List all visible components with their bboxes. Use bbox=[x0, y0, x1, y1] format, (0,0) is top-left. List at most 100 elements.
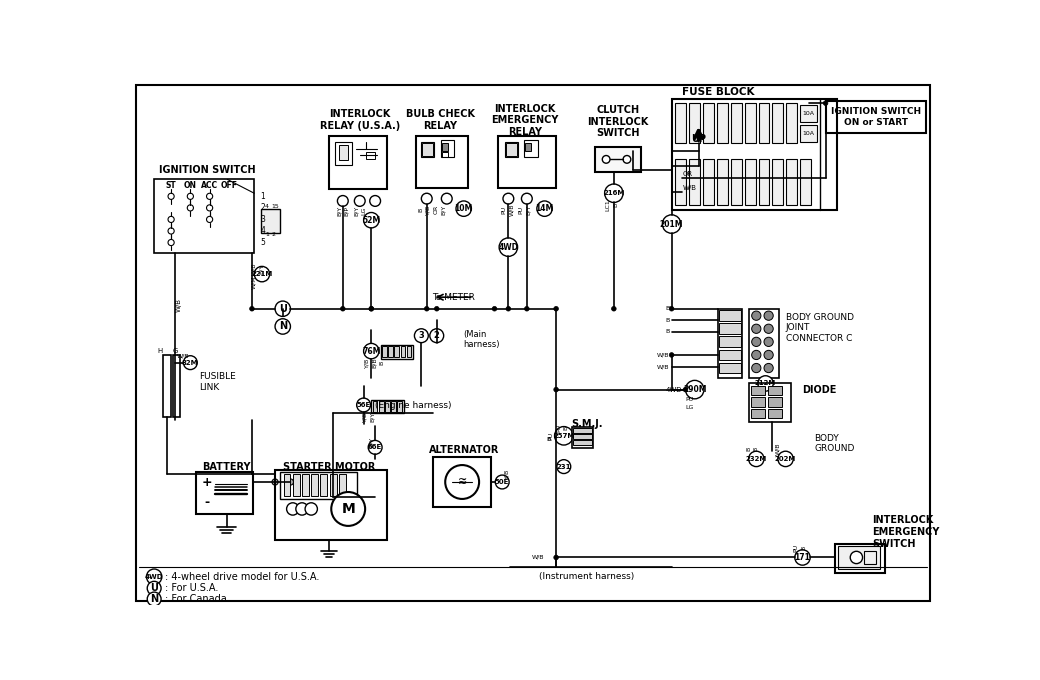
Text: B/B: B/B bbox=[372, 357, 376, 368]
Bar bbox=[572, 426, 593, 448]
Bar bbox=[173, 355, 180, 417]
Bar bbox=[675, 158, 686, 205]
Bar bbox=[749, 384, 791, 422]
Text: 10A: 10A bbox=[803, 131, 814, 136]
Text: (Instrument harness): (Instrument harness) bbox=[540, 572, 634, 581]
Text: B/Y: B/Y bbox=[337, 206, 341, 216]
Text: BATTERY: BATTERY bbox=[203, 462, 251, 472]
Circle shape bbox=[369, 307, 373, 311]
Text: W/M: W/M bbox=[251, 275, 256, 288]
Circle shape bbox=[851, 551, 862, 564]
Circle shape bbox=[183, 356, 198, 370]
Circle shape bbox=[553, 307, 558, 311]
Text: B: B bbox=[754, 447, 759, 451]
Circle shape bbox=[752, 324, 761, 333]
Bar bbox=[400, 347, 406, 357]
Bar bbox=[703, 103, 713, 143]
Bar bbox=[381, 345, 413, 359]
Text: W/B: W/B bbox=[682, 185, 697, 191]
Bar bbox=[573, 428, 592, 432]
Text: 2: 2 bbox=[260, 203, 265, 212]
Text: : For Canada: : For Canada bbox=[165, 594, 227, 604]
Text: BODY
GROUND: BODY GROUND bbox=[814, 434, 855, 453]
Bar bbox=[293, 475, 300, 496]
Bar bbox=[302, 475, 309, 496]
Bar bbox=[751, 397, 764, 407]
Circle shape bbox=[207, 205, 213, 211]
Circle shape bbox=[250, 307, 254, 311]
Text: INTERLOCK
RELAY (U.S.A.): INTERLOCK RELAY (U.S.A.) bbox=[319, 109, 399, 131]
Circle shape bbox=[553, 555, 558, 560]
Text: 10M: 10M bbox=[454, 204, 473, 213]
Circle shape bbox=[369, 307, 373, 311]
Circle shape bbox=[168, 216, 174, 222]
Circle shape bbox=[187, 205, 193, 211]
Circle shape bbox=[275, 319, 290, 334]
Circle shape bbox=[168, 193, 174, 199]
Circle shape bbox=[758, 376, 774, 391]
Text: 2: 2 bbox=[271, 233, 276, 237]
Bar bbox=[416, 135, 468, 188]
Bar bbox=[720, 337, 740, 347]
Circle shape bbox=[554, 426, 573, 445]
Bar bbox=[420, 141, 435, 157]
Text: B/Y: B/Y bbox=[370, 411, 375, 422]
Text: INTERLOCK
EMERGENCY
SWITCH: INTERLOCK EMERGENCY SWITCH bbox=[872, 515, 939, 549]
Bar bbox=[573, 435, 592, 439]
Bar bbox=[382, 347, 387, 357]
Bar bbox=[441, 140, 454, 157]
Text: B: B bbox=[746, 447, 751, 451]
Text: BODY GROUND
JOINT
CONNECTOR C: BODY GROUND JOINT CONNECTOR C bbox=[785, 313, 854, 343]
Circle shape bbox=[332, 492, 365, 526]
Bar bbox=[329, 135, 387, 190]
Text: : 4-wheel drive model for U.S.A.: : 4-wheel drive model for U.S.A. bbox=[165, 572, 319, 581]
Text: W/B: W/B bbox=[657, 352, 670, 358]
Text: LG: LG bbox=[685, 405, 694, 410]
Bar bbox=[720, 310, 740, 321]
Bar bbox=[745, 103, 755, 143]
Text: W/B: W/B bbox=[776, 443, 780, 455]
Bar bbox=[703, 158, 713, 205]
Bar bbox=[442, 143, 448, 151]
Bar bbox=[835, 543, 885, 573]
Circle shape bbox=[254, 267, 269, 282]
Text: 14M: 14M bbox=[536, 204, 553, 213]
Text: U: U bbox=[279, 304, 287, 313]
Bar bbox=[758, 158, 770, 205]
Circle shape bbox=[187, 193, 193, 199]
Text: OR: OR bbox=[682, 171, 693, 177]
Text: 171: 171 bbox=[795, 553, 810, 562]
Text: LC1: LC1 bbox=[605, 199, 610, 211]
Circle shape bbox=[778, 452, 794, 466]
Text: N: N bbox=[150, 594, 158, 604]
Text: 257M: 257M bbox=[553, 432, 574, 439]
Bar bbox=[339, 145, 348, 160]
Bar bbox=[672, 99, 837, 210]
Bar bbox=[758, 103, 770, 143]
Circle shape bbox=[168, 239, 174, 245]
Bar bbox=[504, 141, 518, 157]
Text: B: B bbox=[613, 203, 618, 207]
Text: W/B: W/B bbox=[532, 555, 545, 560]
Bar bbox=[717, 103, 728, 143]
Text: 1: 1 bbox=[265, 233, 269, 237]
Text: ST: ST bbox=[165, 181, 177, 190]
Circle shape bbox=[795, 549, 810, 565]
Bar bbox=[261, 209, 281, 233]
Circle shape bbox=[612, 307, 616, 311]
Text: 10A: 10A bbox=[803, 111, 814, 116]
Circle shape bbox=[445, 465, 479, 499]
Circle shape bbox=[340, 307, 345, 311]
Text: B/P: B/P bbox=[344, 206, 349, 216]
Text: ≋: ≋ bbox=[458, 477, 467, 487]
Text: Y/B: Y/B bbox=[425, 204, 431, 215]
Text: +: + bbox=[202, 475, 212, 488]
Text: BULB CHECK
RELAY: BULB CHECK RELAY bbox=[406, 109, 475, 131]
Text: U: U bbox=[150, 583, 158, 593]
Text: -: - bbox=[205, 496, 210, 509]
Text: OR: OR bbox=[434, 205, 439, 214]
Text: M: M bbox=[341, 502, 355, 516]
Text: 4: 4 bbox=[265, 204, 269, 209]
Text: B: B bbox=[564, 426, 569, 430]
Circle shape bbox=[556, 460, 571, 473]
